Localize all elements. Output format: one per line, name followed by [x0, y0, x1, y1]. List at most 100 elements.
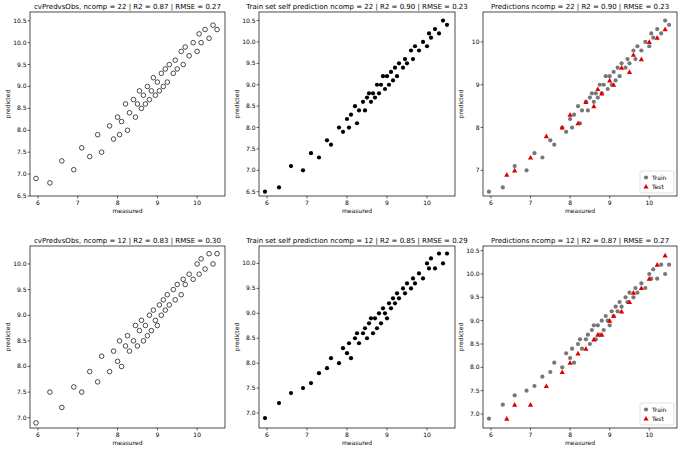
point: [171, 287, 176, 292]
point: [600, 319, 604, 323]
x-tick-label: 7: [305, 199, 309, 206]
point: [357, 108, 361, 112]
point: [391, 296, 395, 300]
point: [34, 421, 39, 426]
y-tick: [28, 289, 31, 290]
y-tick: [257, 63, 260, 64]
point: [183, 282, 188, 287]
y-tick-label: 7.5: [470, 387, 480, 394]
point: [187, 54, 192, 59]
y-tick-label: 9.5: [17, 286, 27, 293]
y-tick-label: 9.5: [470, 293, 480, 300]
x-tick-label: 8: [345, 199, 349, 206]
y-tick: [28, 315, 31, 316]
x-axis-label: measured: [565, 207, 595, 214]
points: [263, 18, 449, 193]
y-tick: [257, 106, 260, 107]
point: [107, 124, 112, 129]
y-tick: [257, 338, 260, 339]
point: [347, 125, 351, 129]
subplot: Train set self prediction ncomp = 12 | R…: [233, 237, 468, 446]
point: [345, 117, 349, 121]
title: Predictions ncomp = 22 | R2 = 0.90 | RMS…: [491, 3, 669, 11]
y-tick: [28, 263, 31, 264]
y-tick-label: 10.5: [242, 17, 256, 24]
point: [433, 266, 437, 270]
point: [377, 311, 381, 315]
point: [584, 100, 588, 104]
y-tick: [481, 414, 484, 415]
point: [329, 356, 333, 360]
point: [401, 66, 405, 70]
point: [145, 333, 150, 338]
point: [612, 314, 616, 318]
y-tick-label: 10: [472, 38, 480, 45]
x-axis-label: measured: [565, 439, 595, 446]
legend-marker: [644, 175, 648, 179]
legend: TrainTest: [640, 171, 674, 193]
point: [627, 291, 631, 295]
point: [619, 305, 623, 309]
y-tick: [257, 84, 260, 85]
plot-frame: [30, 12, 225, 196]
y-tick: [28, 20, 31, 21]
point: [568, 356, 572, 360]
y-tick-label: 10.0: [242, 259, 256, 266]
y-tick-label: 8.0: [17, 126, 27, 133]
point: [353, 336, 357, 340]
point: [301, 168, 305, 172]
y-tick: [28, 196, 31, 197]
point: [149, 89, 154, 94]
point: [619, 65, 624, 70]
point: [125, 128, 130, 133]
title: Train set self prediction ncomp = 12 | R…: [245, 237, 467, 245]
point: [357, 341, 361, 345]
point: [655, 277, 659, 281]
x-tick-label: 6: [489, 199, 493, 206]
point: [60, 405, 65, 410]
point: [512, 402, 517, 407]
point: [591, 337, 596, 342]
point: [403, 57, 407, 61]
x-tick-label: 9: [608, 431, 612, 438]
point: [401, 286, 405, 290]
point: [441, 18, 445, 22]
point: [586, 333, 590, 337]
point: [159, 71, 164, 76]
point: [588, 95, 592, 99]
point: [161, 298, 166, 303]
y-axis-label: predicted: [457, 323, 465, 352]
point: [143, 323, 148, 328]
point: [608, 323, 612, 327]
point: [367, 91, 371, 95]
y-tick: [257, 148, 260, 149]
y-tick-label: 7.5: [246, 384, 256, 391]
point: [157, 303, 162, 308]
point: [619, 61, 623, 65]
x-tick-label: 6: [265, 431, 269, 438]
point: [427, 266, 431, 270]
point: [309, 151, 313, 155]
y-axis-label: predicted: [4, 90, 12, 119]
point: [373, 316, 377, 320]
points: [34, 23, 220, 185]
point: [560, 369, 565, 374]
point: [627, 69, 632, 74]
point: [602, 83, 606, 87]
y-tick: [257, 41, 260, 42]
point: [639, 281, 643, 285]
points: [487, 253, 671, 421]
point: [367, 321, 371, 325]
y-tick-label: 9.0: [246, 309, 256, 316]
point: [633, 286, 637, 290]
point: [623, 66, 627, 70]
y-tick: [257, 127, 260, 128]
y-tick-label: 8.5: [470, 340, 480, 347]
point: [197, 32, 202, 37]
point: [643, 286, 647, 290]
point: [167, 303, 172, 308]
point: [409, 286, 413, 290]
point: [647, 39, 652, 44]
point: [667, 23, 671, 27]
point: [137, 89, 142, 94]
